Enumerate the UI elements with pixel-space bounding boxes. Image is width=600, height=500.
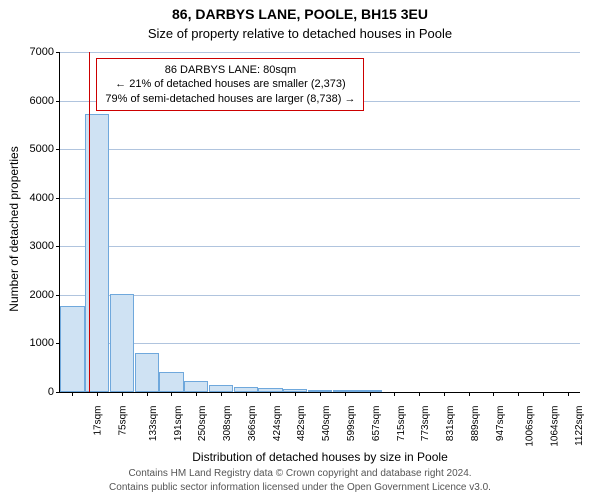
footer-copyright-2: Contains public sector information licen… [0,482,600,493]
xtick-label: 715sqm [396,406,407,442]
chart-title-sub: Size of property relative to detached ho… [0,26,600,41]
gridline [60,246,580,247]
xtick-mark [246,392,247,396]
y-axis-label: Number of detached properties [7,129,21,329]
plot-area: 0100020003000400050006000700017sqm75sqm1… [60,52,580,392]
property-marker-line [89,52,90,392]
xtick-label: 366sqm [247,406,258,442]
xtick-label: 1006sqm [525,406,536,447]
x-axis-label: Distribution of detached houses by size … [60,450,580,464]
xtick-mark [469,392,470,396]
property-info-box: 86 DARBYS LANE: 80sqm← 21% of detached h… [96,58,364,111]
xtick-mark [171,392,172,396]
xtick-label: 133sqm [148,406,159,442]
xtick-mark [147,392,148,396]
ytick-label: 5000 [30,143,54,155]
xtick-mark [518,392,519,396]
xtick-label: 1064sqm [550,406,561,447]
xtick-mark [568,392,569,396]
chart-container: { "titles": { "main": "86, DARBYS LANE, … [0,0,600,500]
xtick-mark [419,392,420,396]
xtick-mark [270,392,271,396]
bar [159,372,183,392]
xtick-mark [320,392,321,396]
xtick-mark [345,392,346,396]
xtick-mark [444,392,445,396]
gridline [60,343,580,344]
xtick-mark [543,392,544,396]
ytick-label: 1000 [30,337,54,349]
ytick-label: 2000 [30,289,54,301]
xtick-mark [97,392,98,396]
xtick-label: 657sqm [371,406,382,442]
footer-copyright-1: Contains HM Land Registry data © Crown c… [0,468,600,479]
infobox-line: 86 DARBYS LANE: 80sqm [105,63,355,77]
xtick-mark [72,392,73,396]
xtick-label: 1122sqm [574,406,585,446]
bar [209,385,233,392]
xtick-mark [196,392,197,396]
xtick-label: 424sqm [272,406,283,442]
xtick-label: 889sqm [470,406,481,442]
bar [60,306,84,392]
xtick-label: 947sqm [495,406,506,442]
xtick-label: 773sqm [420,406,431,442]
xtick-mark [370,392,371,396]
xtick-mark [493,392,494,396]
ytick-label: 6000 [30,95,54,107]
xtick-mark [221,392,222,396]
bar [135,353,159,392]
xtick-mark [394,392,395,396]
ytick-label: 0 [48,386,54,398]
gridline [60,198,580,199]
ytick-label: 7000 [30,46,54,58]
gridline [60,149,580,150]
xtick-label: 599sqm [346,406,357,442]
xtick-mark [295,392,296,396]
xtick-label: 831sqm [445,406,456,442]
chart-title-main: 86, DARBYS LANE, POOLE, BH15 3EU [0,6,600,22]
bar [184,381,208,392]
ytick-label: 4000 [30,192,54,204]
xtick-label: 308sqm [222,406,233,442]
xtick-label: 191sqm [173,406,184,442]
xtick-mark [122,392,123,396]
gridline [60,295,580,296]
xtick-label: 250sqm [198,406,209,442]
gridline [60,52,580,53]
xtick-label: 75sqm [118,406,129,436]
bar [110,294,134,392]
ytick-label: 3000 [30,240,54,252]
xtick-label: 17sqm [93,406,104,436]
infobox-line: 79% of semi-detached houses are larger (… [105,92,355,106]
xtick-label: 540sqm [321,406,332,442]
infobox-line: ← 21% of detached houses are smaller (2,… [105,77,355,91]
xtick-label: 482sqm [297,406,308,442]
